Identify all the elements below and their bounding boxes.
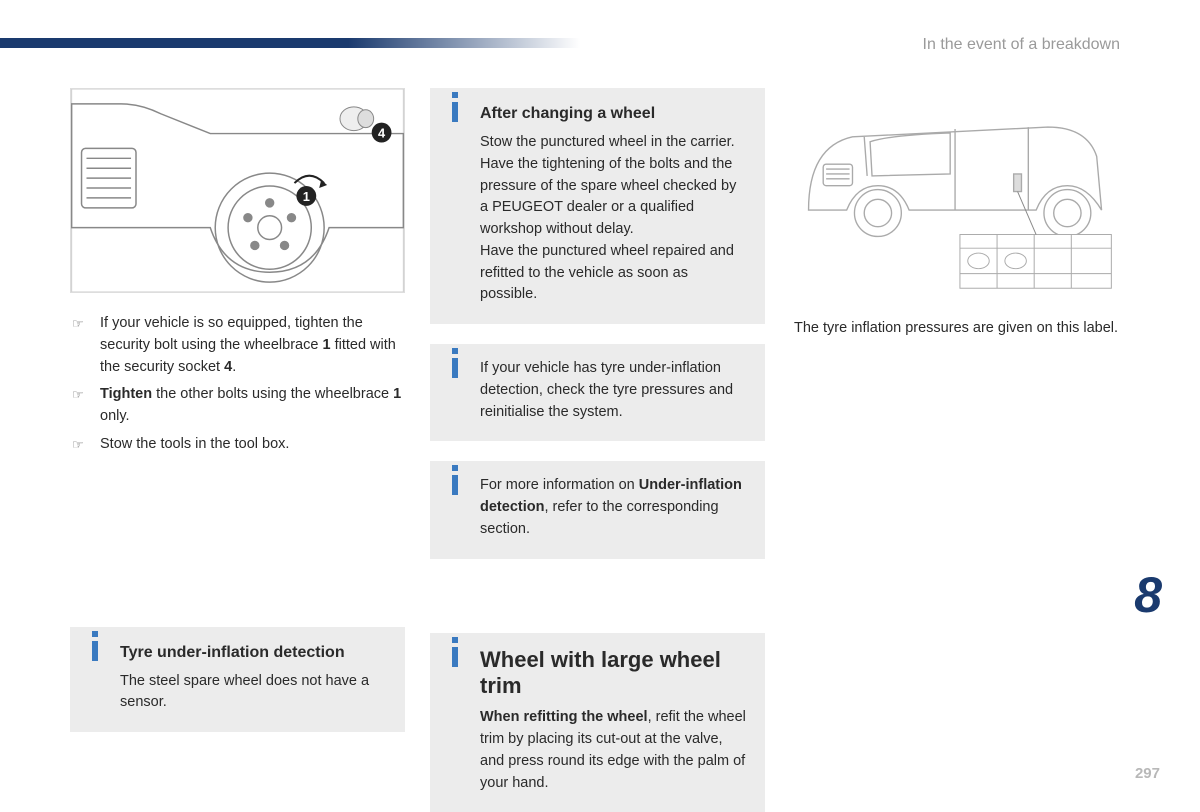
caption-tyre-label: The tyre inflation pressures are given o… <box>790 318 1125 340</box>
illustration-wheel-tighten: 1 4 <box>70 88 405 293</box>
info-icon <box>452 475 458 495</box>
chapter-number: 8 <box>1134 566 1162 624</box>
bullet-item: If your vehicle is so equipped, tighten … <box>100 313 405 378</box>
info-body: For more information on Under-inflation … <box>480 475 747 540</box>
info-box-tyre-detection: Tyre under-inflation detection The steel… <box>70 627 405 733</box>
info-icon <box>92 641 98 661</box>
info-box-more-info: For more information on Under-inflation … <box>430 461 765 558</box>
info-icon <box>452 647 458 667</box>
page-content: 1 4 If your vehicle is so equipped, tigh… <box>70 88 1130 812</box>
spacer <box>430 579 765 613</box>
bullet-item: Stow the tools in the tool box. <box>100 434 405 456</box>
svg-text:4: 4 <box>378 126 386 141</box>
bullet-item: Tighten the other bolts using the wheelb… <box>100 384 405 428</box>
column-left: 1 4 If your vehicle is so equipped, tigh… <box>70 88 405 812</box>
page-number: 297 <box>1135 765 1160 782</box>
info-title: After changing a wheel <box>480 102 747 126</box>
info-body: The steel spare wheel does not have a se… <box>120 671 387 715</box>
info-title: Wheel with large wheel trim <box>480 647 747 700</box>
column-right: The tyre inflation pressures are given o… <box>790 88 1125 812</box>
info-body: Stow the punctured wheel in the carrier.… <box>480 132 747 306</box>
info-body: If your vehicle has tyre under-inflation… <box>480 358 747 423</box>
info-box-wheel-trim: Wheel with large wheel trim When refitti… <box>430 633 765 812</box>
section-label: In the event of a breakdown <box>923 36 1120 54</box>
column-middle: After changing a wheel Stow the puncture… <box>430 88 765 812</box>
instruction-bullets: If your vehicle is so equipped, tighten … <box>70 313 405 462</box>
info-icon <box>452 358 458 378</box>
info-box-check-pressure: If your vehicle has tyre under-inflation… <box>430 344 765 441</box>
illustration-van-label <box>790 88 1125 298</box>
info-body: When refitting the wheel, refit the whee… <box>480 707 747 794</box>
header-gradient-bar <box>0 38 580 48</box>
info-box-after-changing: After changing a wheel Stow the puncture… <box>430 88 765 324</box>
spacer <box>70 482 405 607</box>
svg-text:1: 1 <box>303 189 310 204</box>
info-icon <box>452 102 458 122</box>
info-title: Tyre under-inflation detection <box>120 641 387 665</box>
